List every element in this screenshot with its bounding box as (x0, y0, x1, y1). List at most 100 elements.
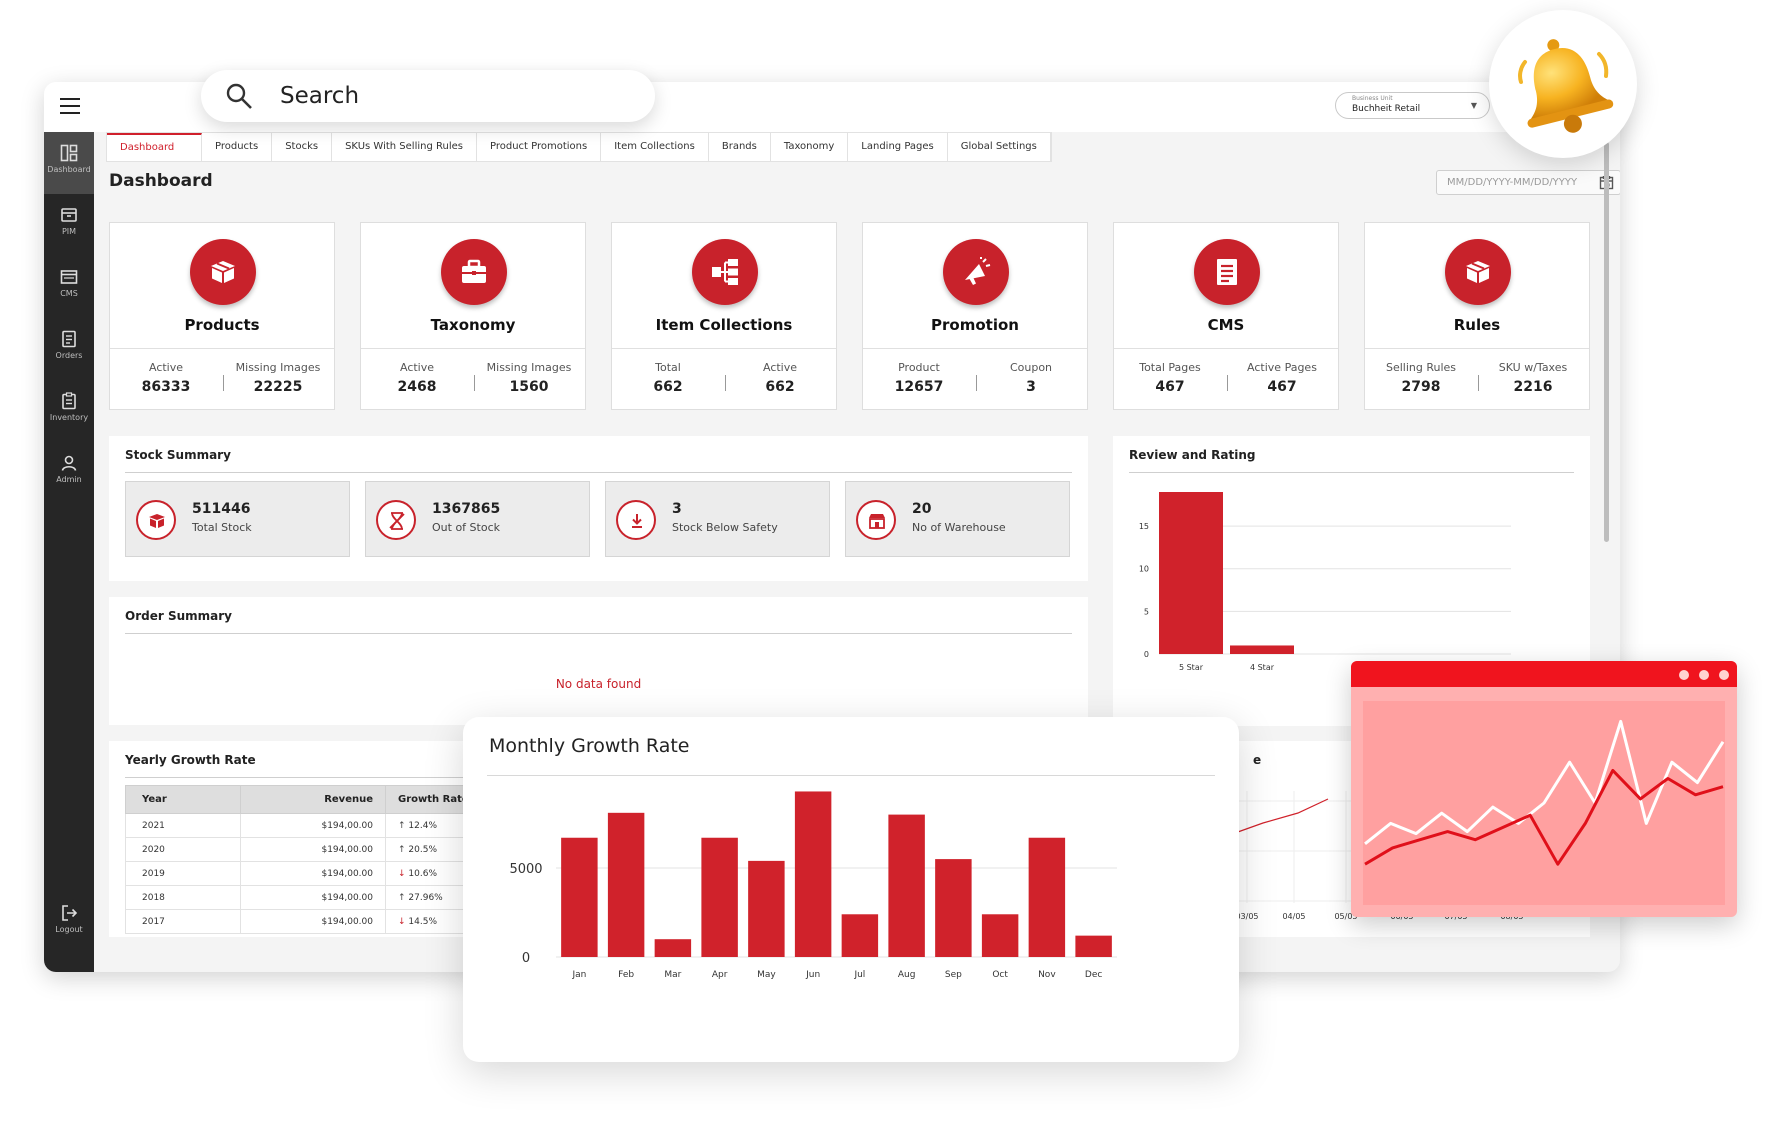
bar (981, 914, 1019, 957)
bar (561, 837, 598, 957)
year-cell: 2019 (125, 861, 241, 886)
series-line (1234, 798, 1329, 834)
stock-item-total-stock[interactable]: 511446 Total Stock (125, 481, 350, 557)
sidebar-item-orders[interactable]: Orders (44, 318, 94, 380)
stat-label: Total Pages (1139, 361, 1201, 374)
tab-product-promotions[interactable]: Product Promotions (477, 133, 602, 161)
stat-label: Total (655, 361, 681, 374)
card-header: Promotion (863, 223, 1087, 349)
card-stat: Total 662 (612, 361, 724, 395)
stat-value: 12657 (894, 379, 944, 395)
stock-item-warehouses[interactable]: 20 No of Warehouse (845, 481, 1070, 557)
card-stat: Active Pages 467 (1226, 361, 1338, 395)
x-tick-label: Feb (618, 970, 634, 980)
card-header: Taxonomy (361, 223, 585, 349)
chart-title: Monthly Growth Rate (489, 735, 690, 757)
tab-bar: Dashboard Products Stocks SKUs With Sell… (106, 132, 1052, 162)
tab-taxonomy[interactable]: Taxonomy (771, 133, 849, 161)
series-line (1364, 719, 1725, 845)
browser-icon (60, 270, 78, 284)
search-icon (226, 83, 252, 109)
page-icon (1194, 239, 1260, 305)
hamburger-menu-icon[interactable] (60, 98, 80, 114)
scrollbar[interactable] (1604, 142, 1609, 542)
stat-value: 467 (1155, 379, 1185, 395)
stat-divider (474, 375, 475, 391)
bar (1075, 935, 1112, 957)
card-title: Products (184, 316, 260, 334)
stat-label: Active (399, 361, 435, 374)
year-cell: 2017 (125, 909, 241, 934)
stat-value: 2798 (1401, 379, 1441, 395)
stock-item-out-of-stock[interactable]: 1367865 Out of Stock (365, 481, 590, 557)
growth-value: 14.5% (408, 916, 438, 927)
tab-stocks[interactable]: Stocks (272, 133, 333, 161)
sidebar-item-cms[interactable]: CMS (44, 256, 94, 318)
year-cell: 2020 (125, 837, 241, 862)
search-bar[interactable]: Search (201, 70, 655, 122)
business-unit-select[interactable]: Business Unit Buchheit Retail ▼ (1335, 92, 1490, 119)
stat-divider (1478, 375, 1479, 391)
notification-bell[interactable] (1489, 10, 1637, 158)
year-cell: 2021 (125, 813, 241, 838)
growth-value: 20.5% (408, 844, 438, 855)
chevron-down-icon: ▼ (1470, 101, 1477, 110)
arrow-down-icon: ↓ (398, 868, 406, 879)
card-rules[interactable]: Rules Selling Rules 2798 SKU w/Taxes 2216 (1364, 222, 1590, 410)
stat-value: 22225 (253, 379, 303, 395)
table-row: 2018 $194,00.00 ↑ 27.96% (125, 885, 485, 910)
card-stat: Missing Images 1560 (473, 361, 585, 395)
tab-global-settings[interactable]: Global Settings (948, 133, 1051, 161)
divider (487, 775, 1215, 776)
card-item-collections[interactable]: Item Collections Total 662 Active 662 (611, 222, 837, 410)
x-tick-label: Oct (992, 970, 1008, 980)
window-dot (1719, 670, 1729, 680)
monthly-growth-chart: 0 5000 Jan Feb Mar Apr May Jun Jul Aug Sep Oct Nov De… (509, 791, 1117, 980)
browser-line-chart (1364, 719, 1725, 866)
card-products[interactable]: Products Active 86333 Missing Images 22225 (109, 222, 335, 410)
stat-value: 662 (653, 379, 683, 395)
box-icon (1445, 239, 1511, 305)
column-header[interactable]: Year (125, 785, 241, 814)
bar (841, 914, 879, 957)
sidebar-item-label: Orders (55, 351, 83, 360)
sidebar-item-pim[interactable]: PIM (44, 194, 94, 256)
date-range-input[interactable]: MM/DD/YYYY-MM/DD/YYYY (1436, 170, 1620, 195)
panel-title: Review and Rating (1129, 448, 1256, 462)
tab-dashboard[interactable]: Dashboard (107, 133, 202, 161)
sidebar-item-inventory[interactable]: Inventory (44, 380, 94, 442)
monthly-growth-card: Monthly Growth Rate 0 5000 Jan Feb Mar Apr May… (463, 717, 1239, 1062)
sidebar-item-admin[interactable]: Admin (44, 442, 94, 504)
card-title: CMS (1207, 316, 1245, 334)
revenue-cell: $194,00.00 (240, 861, 386, 886)
tab-landing-pages[interactable]: Landing Pages (848, 133, 948, 161)
card-stat: SKU w/Taxes 2216 (1477, 361, 1589, 395)
x-tick-label: Sep (945, 970, 962, 980)
column-header[interactable]: Revenue (240, 785, 386, 814)
x-tick-label: Jan (571, 970, 586, 980)
stat-label: Missing Images (235, 361, 321, 374)
business-unit-caption: Business Unit (1352, 95, 1393, 102)
stat-label: Product (898, 361, 940, 374)
tab-skus-with-selling-rules[interactable]: SKUs With Selling Rules (332, 133, 477, 161)
date-range-placeholder: MM/DD/YYYY-MM/DD/YYYY (1447, 177, 1578, 188)
tab-item-collections[interactable]: Item Collections (601, 133, 709, 161)
stock-item-below-safety[interactable]: 3 Stock Below Safety (605, 481, 830, 557)
tab-brands[interactable]: Brands (709, 133, 771, 161)
card-cms[interactable]: CMS Total Pages 467 Active Pages 467 (1113, 222, 1339, 410)
stat-label: Active Pages (1247, 361, 1317, 374)
sidebar-item-logout[interactable]: Logout (44, 892, 94, 954)
card-taxonomy[interactable]: Taxonomy Active 2468 Missing Images 1560 (360, 222, 586, 410)
revenue-cell: $194,00.00 (240, 837, 386, 862)
revenue-cell: $194,00.00 (240, 909, 386, 934)
y-tick-label: 5000 (509, 862, 542, 877)
search-input[interactable]: Search (280, 83, 360, 109)
sidebar-item-dashboard[interactable]: Dashboard (44, 132, 94, 194)
bar (1159, 492, 1223, 654)
sidebar-item-label: Dashboard (47, 165, 91, 174)
card-promotion[interactable]: Promotion Product 12657 Coupon 3 (862, 222, 1088, 410)
page-title: Dashboard (109, 171, 213, 191)
box-icon (190, 239, 256, 305)
growth-value: 12.4% (408, 820, 438, 831)
tab-products[interactable]: Products (202, 133, 273, 161)
